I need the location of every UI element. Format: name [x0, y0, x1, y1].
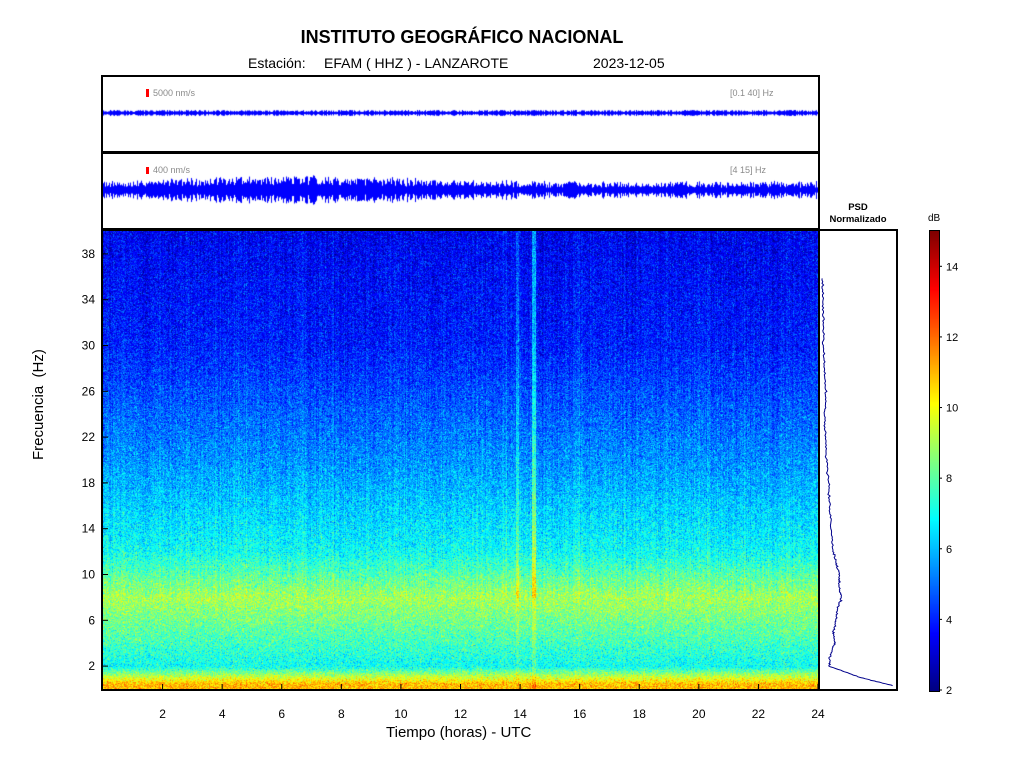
- amplitude-scale-bar: [146, 89, 149, 97]
- x-tick-label: 12: [454, 707, 468, 721]
- x-tick-label: 2: [159, 707, 166, 721]
- colorbar-tick-label: 6: [946, 544, 952, 556]
- x-tick-label: 4: [219, 707, 226, 721]
- psd-title: PSD Normalizado: [818, 202, 898, 226]
- trace-broadband: [103, 77, 818, 151]
- psd-line: [821, 278, 893, 687]
- colorbar-tick-label: 4: [946, 614, 952, 626]
- psd-title-line1: PSD: [848, 202, 868, 213]
- station-label: Estación:: [248, 55, 306, 71]
- amplitude-scale-label: 400 nm/s: [153, 165, 191, 175]
- date-label: 2023-12-05: [593, 55, 665, 71]
- chart-title: INSTITUTO GEOGRÁFICO NACIONAL: [300, 27, 624, 47]
- y-tick-label: 34: [82, 293, 96, 307]
- colorbar-tick-label: 2: [946, 685, 952, 697]
- x-axis-title: Tiempo (horas) - UTC: [386, 724, 532, 741]
- y-axis-title: Frecuencia (Hz): [30, 349, 47, 460]
- x-tick-label: 20: [692, 707, 706, 721]
- filter-band-label: [0.1 40] Hz: [730, 88, 774, 98]
- colorbar-ticks: 14 12 10 8 6 4 2: [939, 261, 958, 697]
- y-tick-label: 10: [82, 568, 96, 582]
- y-tick-label: 6: [88, 613, 95, 627]
- x-axis-ticks: 2 4 6 8 10 12 14 16 18 20 22 24: [159, 684, 825, 721]
- y-tick-label: 18: [82, 476, 96, 490]
- colorbar: [929, 230, 940, 692]
- y-tick-label: 22: [82, 430, 96, 444]
- filter-band-label: [4 15] Hz: [730, 165, 767, 175]
- x-tick-label: 18: [633, 707, 647, 721]
- x-tick-label: 22: [752, 707, 766, 721]
- x-tick-label: 10: [394, 707, 408, 721]
- trace-panel-filtered: 400 nm/s [4 15] Hz: [101, 152, 820, 230]
- y-tick-label: 2: [88, 659, 95, 673]
- x-tick-label: 16: [573, 707, 587, 721]
- y-tick-label: 30: [82, 339, 96, 353]
- amplitude-scale-label: 5000 nm/s: [153, 88, 196, 98]
- colorbar-tick-label: 8: [946, 473, 952, 485]
- x-tick-label: 8: [338, 707, 345, 721]
- colorbar-tick-label: 12: [946, 332, 958, 344]
- colorbar-unit: dB: [928, 213, 941, 224]
- y-tick-label: 14: [82, 522, 96, 536]
- trace-filtered: [103, 154, 818, 228]
- station-value: EFAM ( HHZ ) - LANZAROTE: [324, 55, 509, 71]
- psd-title-line2: Normalizado: [829, 214, 887, 225]
- trace-panel-broadband: 5000 nm/s [0.1 40] Hz: [101, 75, 820, 153]
- x-tick-label: 24: [811, 707, 825, 721]
- y-tick-label: 26: [82, 384, 96, 398]
- y-axis-ticks: 38 34 30 26 22 18 14 10 6 2: [82, 247, 108, 673]
- spectrogram-panel: [101, 229, 820, 691]
- colorbar-gradient: [930, 231, 939, 691]
- amplitude-scale-bar: [146, 167, 149, 174]
- psd-panel: [818, 229, 898, 691]
- colorbar-tick-label: 14: [946, 261, 958, 273]
- x-tick-label: 14: [513, 707, 527, 721]
- spectrogram: [103, 231, 818, 689]
- psd-curve: [821, 278, 893, 687]
- x-tick-label: 6: [278, 707, 285, 721]
- colorbar-tick-label: 10: [946, 403, 958, 415]
- y-tick-label: 38: [82, 247, 96, 261]
